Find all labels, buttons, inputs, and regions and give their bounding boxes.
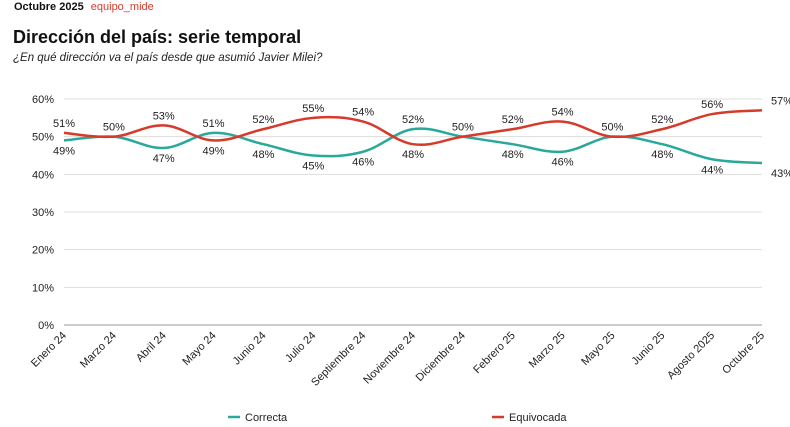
data-label: 46% [552, 157, 574, 169]
data-label: 48% [402, 149, 424, 161]
legend-label: Equivocada [509, 412, 567, 424]
y-tick-label: 20% [32, 245, 54, 257]
y-tick-label: 30% [32, 207, 54, 219]
x-tick-label: Mayo 25 [579, 330, 617, 368]
x-tick-label: Agosto 2025 [665, 330, 717, 382]
data-label: 46% [352, 157, 374, 169]
data-label: 56% [701, 99, 723, 111]
series-line-equivocada [63, 109, 763, 147]
y-tick-label: 10% [32, 282, 54, 294]
data-label: 54% [352, 107, 374, 119]
data-label: 51% [53, 118, 75, 130]
data-label: 52% [402, 114, 424, 126]
legend-label: Correcta [245, 412, 288, 424]
y-tick-label: 40% [32, 169, 54, 181]
report-date: Octubre 2025 [14, 1, 84, 13]
chart-title: Dirección del país: serie temporal [13, 27, 302, 47]
data-label: 52% [252, 114, 274, 126]
x-tick-label: Febrero 25 [471, 330, 518, 377]
data-label: 49% [203, 145, 225, 157]
x-tick-label: Junio 25 [630, 330, 668, 368]
x-tick-label: Octubre 25 [720, 330, 767, 377]
data-label: 57% [771, 95, 790, 107]
brand-name: equipo_mide [90, 1, 154, 13]
data-label: 52% [502, 114, 524, 126]
header: Octubre 2025 equipo_mide [14, 1, 154, 13]
x-tick-label: Marzo 25 [527, 330, 568, 371]
data-label: 51% [203, 118, 225, 130]
x-tick-label: Enero 24 [29, 330, 69, 370]
x-tick-label: Septiembre 24 [309, 330, 368, 389]
x-tick-label: Diciembre 24 [414, 330, 468, 384]
x-tick-label: Mayo 24 [180, 330, 218, 368]
data-label: 50% [452, 122, 474, 134]
data-label: 45% [302, 161, 324, 173]
data-label: 52% [651, 114, 673, 126]
x-tick-label: Junio 24 [231, 330, 269, 368]
y-tick-label: 60% [32, 94, 54, 106]
data-label: 50% [601, 122, 623, 134]
x-tick-label: Noviembre 24 [361, 330, 418, 387]
data-label: 43% [771, 168, 790, 180]
x-tick-label: Julio 24 [283, 330, 318, 365]
data-label: 47% [153, 153, 175, 165]
series-line-correcta [63, 127, 763, 165]
chart-subtitle: ¿En qué dirección va el país desde que a… [13, 52, 323, 64]
data-label: 48% [502, 149, 524, 161]
data-label: 50% [103, 122, 125, 134]
x-tick-label: Marzo 24 [78, 330, 119, 371]
y-tick-label: 50% [32, 132, 54, 144]
data-label: 53% [153, 110, 175, 122]
data-label: 48% [252, 149, 274, 161]
data-label: 55% [302, 103, 324, 115]
x-tick-label: Abril 24 [134, 330, 169, 365]
data-label: 54% [552, 107, 574, 119]
data-label: 49% [53, 145, 75, 157]
y-tick-label: 0% [38, 320, 54, 332]
data-label: 48% [651, 149, 673, 161]
data-label: 44% [701, 164, 723, 176]
